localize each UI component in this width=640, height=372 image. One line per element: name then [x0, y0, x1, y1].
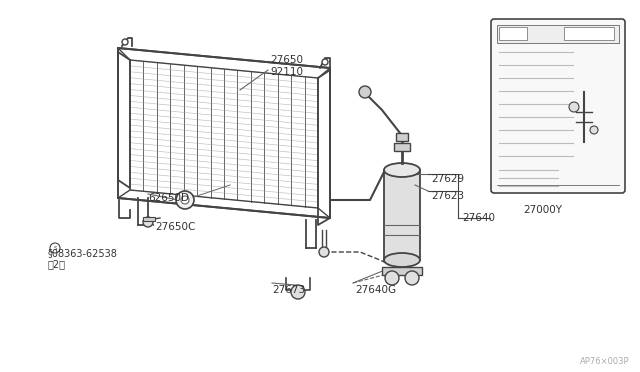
Text: 27623: 27623: [431, 191, 464, 201]
Circle shape: [359, 86, 371, 98]
Circle shape: [291, 285, 305, 299]
Text: S: S: [53, 246, 57, 250]
Circle shape: [122, 39, 128, 45]
Circle shape: [569, 102, 579, 112]
Ellipse shape: [384, 163, 420, 177]
Circle shape: [181, 196, 189, 204]
Bar: [394, 143, 410, 151]
Text: 27673: 27673: [272, 285, 305, 295]
Text: 62650D: 62650D: [148, 193, 189, 203]
Bar: [564, 27, 614, 40]
Circle shape: [590, 126, 598, 134]
Circle shape: [143, 217, 153, 227]
Bar: [384, 170, 420, 260]
Circle shape: [385, 271, 399, 285]
Bar: [499, 27, 527, 40]
Circle shape: [319, 247, 329, 257]
Circle shape: [176, 191, 194, 209]
FancyBboxPatch shape: [491, 19, 625, 193]
Text: §08363-62538
。2）: §08363-62538 。2）: [48, 248, 118, 270]
Text: 27000Y: 27000Y: [524, 205, 563, 215]
Text: 27650
92110: 27650 92110: [270, 55, 303, 77]
Circle shape: [405, 271, 419, 285]
Circle shape: [50, 243, 60, 253]
Text: 27650C: 27650C: [155, 222, 195, 232]
Text: 27640G: 27640G: [355, 285, 396, 295]
Text: AP76×003P: AP76×003P: [580, 357, 630, 366]
Bar: [382, 267, 422, 275]
Ellipse shape: [384, 253, 420, 267]
Bar: [497, 25, 619, 43]
Text: 27640: 27640: [462, 213, 495, 223]
Text: 27629: 27629: [431, 174, 464, 184]
Circle shape: [322, 59, 328, 65]
Bar: [143, 217, 155, 221]
Bar: [396, 133, 408, 141]
